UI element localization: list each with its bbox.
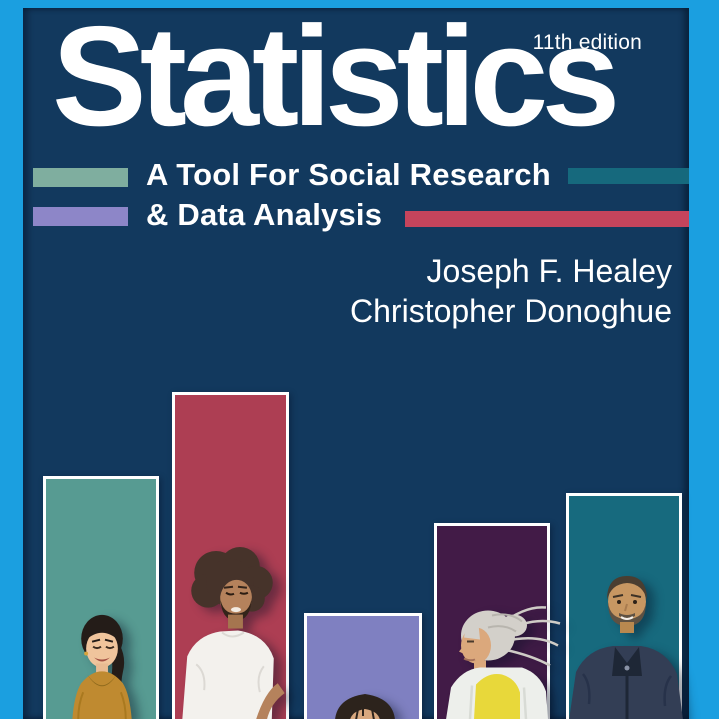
subtitle-line-1: A Tool For Social Research xyxy=(146,157,551,192)
accent-bar-purple xyxy=(33,207,128,226)
accent-bar-red xyxy=(405,211,689,227)
author-names: Joseph F. Healey Christopher Donoghue xyxy=(350,251,672,331)
person-photo-3 xyxy=(335,692,395,719)
person-4-illustration xyxy=(446,606,561,719)
person-photo-5 xyxy=(563,564,689,719)
accent-bar-sage xyxy=(33,168,128,187)
edition-label: 11th edition xyxy=(532,31,642,54)
person-2-illustration xyxy=(182,546,285,719)
person-photo-2 xyxy=(166,541,296,719)
person-5-illustration xyxy=(569,576,683,719)
person-photo-4 xyxy=(430,599,570,719)
person-3-illustration xyxy=(335,694,395,719)
author-1: Joseph F. Healey xyxy=(426,253,672,289)
person-1-illustration xyxy=(72,614,132,719)
accent-bar-petrol xyxy=(568,168,689,184)
author-2: Christopher Donoghue xyxy=(350,293,672,329)
book-title: Statistics xyxy=(52,0,620,156)
subtitle-line-2: & Data Analysis xyxy=(146,197,383,232)
person-photo-1 xyxy=(48,601,158,719)
